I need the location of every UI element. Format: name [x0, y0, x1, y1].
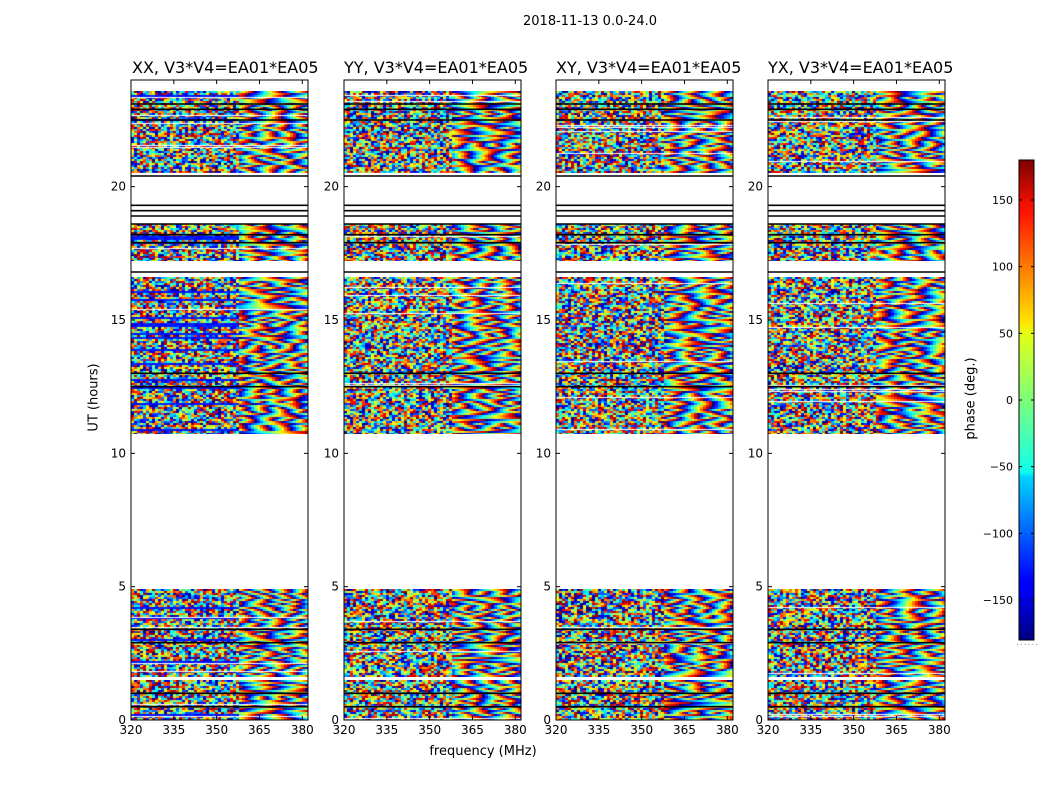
phase-segment: [556, 680, 733, 720]
y-tick-label: 15: [748, 313, 763, 327]
y-tick-label: 15: [324, 313, 339, 327]
x-tick-label: 335: [375, 723, 398, 737]
panels-layer: 320 335 350 365 380 0 5 10 15 20 320 335 350 365 380 0 5…: [111, 79, 951, 737]
y-tick-label: 15: [536, 313, 551, 327]
y-tick-label: 20: [111, 180, 126, 194]
y-axis-label: UT (hours): [86, 363, 102, 432]
axes-frame: [767, 79, 946, 721]
x-tick-label: 380: [291, 723, 314, 737]
x-tick-label: 350: [205, 723, 228, 737]
colorbar-label: phase (deg.): [963, 357, 979, 440]
y-tick-label: 5: [118, 580, 126, 594]
y-tick-label: 0: [543, 713, 551, 727]
x-tick-label: 320: [120, 723, 143, 737]
y-tick-label: 10: [536, 446, 551, 460]
colorbar-tick-label: −150: [983, 594, 1013, 607]
colorbar-tick-label: 150: [992, 194, 1013, 207]
y-tick-label: 10: [111, 446, 126, 460]
panel-xx: 320 335 350 365 380 0 5 10 15 20: [111, 79, 314, 737]
panel-yy: 320 335 350 365 380 0 5 10 15 20: [324, 79, 527, 737]
x-tick-label: 320: [757, 723, 780, 737]
phase-segment: [768, 277, 945, 435]
y-tick-label: 20: [536, 180, 551, 194]
phase-segment: [131, 90, 308, 174]
phase-segment: [344, 680, 521, 720]
colorbar-underflow-marker: ......: [1016, 638, 1040, 648]
phase-segment: [768, 680, 945, 720]
colorbar-tick-label: −100: [983, 527, 1013, 540]
y-tick-label: 5: [331, 580, 339, 594]
colorbar-tick-label: −50: [990, 461, 1013, 474]
x-tick-label: 365: [885, 723, 908, 737]
phase-segment: [768, 90, 945, 174]
x-tick-label: 335: [587, 723, 610, 737]
y-tick-label: 20: [324, 180, 339, 194]
y-tick-label: 0: [118, 713, 126, 727]
phase-segment: [344, 277, 521, 435]
panel-title-yx: YX, V3*V4=EA01*EA05: [768, 58, 954, 77]
y-tick-label: 5: [543, 580, 551, 594]
panel-title-xy: XY, V3*V4=EA01*EA05: [556, 58, 742, 77]
colorbar-tick-label: 0: [1006, 394, 1013, 407]
y-tick-label: 10: [748, 446, 763, 460]
panel-yx: 320 335 350 365 380 0 5 10 15 20: [748, 79, 951, 737]
panel-title-xx: XX, V3*V4=EA01*EA05: [132, 58, 319, 77]
x-tick-label: 335: [799, 723, 822, 737]
phase-segment: [556, 277, 733, 435]
x-tick-label: 365: [461, 723, 484, 737]
x-tick-label: 320: [333, 723, 356, 737]
x-tick-label: 365: [673, 723, 696, 737]
x-tick-label: 335: [162, 723, 185, 737]
x-tick-label: 380: [928, 723, 951, 737]
y-tick-label: 5: [755, 580, 763, 594]
phase-segment: [131, 680, 308, 720]
x-tick-label: 350: [842, 723, 865, 737]
x-tick-label: 350: [630, 723, 653, 737]
x-tick-label: 350: [418, 723, 441, 737]
x-tick-label: 380: [716, 723, 739, 737]
phase-segment: [344, 589, 521, 678]
axes-frame: [130, 79, 309, 721]
y-tick-label: 20: [748, 180, 763, 194]
x-tick-label: 380: [504, 723, 527, 737]
y-tick-label: 0: [331, 713, 339, 727]
phase-segment: [344, 90, 521, 174]
phase-segment: [556, 589, 733, 678]
colorbar-tick-label: 50: [999, 327, 1013, 340]
colorbar-tick-label: 100: [992, 261, 1013, 274]
x-tick-label: 320: [545, 723, 568, 737]
axes-frame: [343, 79, 522, 721]
y-tick-label: 15: [111, 313, 126, 327]
y-tick-label: 10: [324, 446, 339, 460]
x-tick-label: 365: [248, 723, 271, 737]
panel-title-yy: YY, V3*V4=EA01*EA05: [344, 58, 529, 77]
y-tick-label: 0: [755, 713, 763, 727]
phase-segment: [131, 589, 308, 678]
x-axis-label: frequency (MHz): [429, 744, 537, 759]
figure-title: 2018-11-13 0.0-24.0: [523, 14, 657, 29]
colorbar: 150 100 50 0 −50 −100 −150: [983, 159, 1035, 641]
panel-xy: 320 335 350 365 380 0 5 10 15 20: [536, 79, 739, 737]
phase-segment: [131, 277, 308, 435]
phase-segment: [556, 90, 733, 174]
phase-segment: [768, 589, 945, 678]
axes-frame: [555, 79, 734, 721]
